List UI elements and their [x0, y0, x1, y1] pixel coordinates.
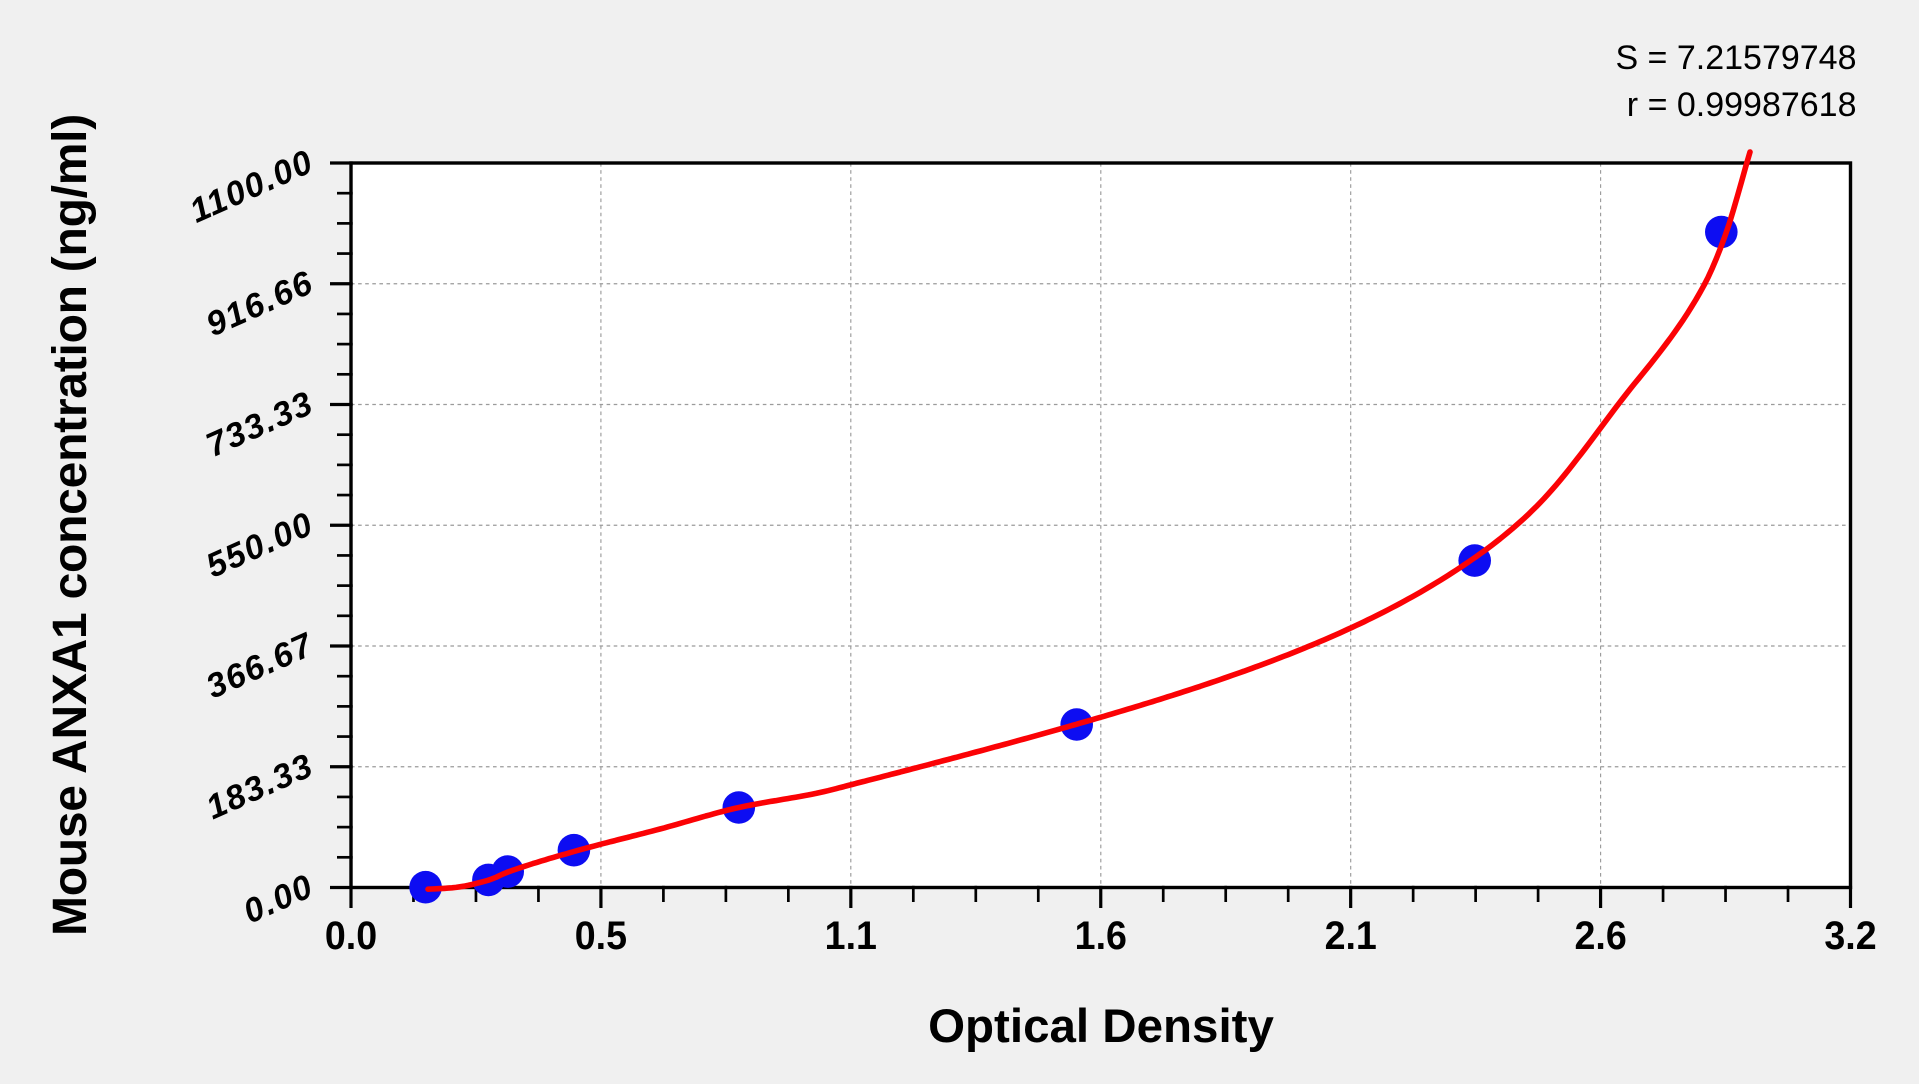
- svg-text:2.6: 2.6: [1574, 914, 1626, 958]
- svg-text:r = 0.99987618: r = 0.99987618: [1627, 86, 1857, 124]
- svg-text:Optical Density: Optical Density: [928, 1000, 1274, 1053]
- svg-text:1.1: 1.1: [825, 914, 877, 958]
- svg-text:3.2: 3.2: [1824, 914, 1876, 958]
- svg-text:S = 7.21579748: S = 7.21579748: [1615, 39, 1856, 77]
- svg-text:0.0: 0.0: [325, 914, 377, 958]
- svg-text:0.5: 0.5: [575, 914, 627, 958]
- svg-text:1.6: 1.6: [1075, 914, 1127, 958]
- svg-text:Mouse ANXA1 concentration (ng/: Mouse ANXA1 concentration (ng/ml): [44, 114, 97, 936]
- svg-text:2.1: 2.1: [1325, 914, 1377, 958]
